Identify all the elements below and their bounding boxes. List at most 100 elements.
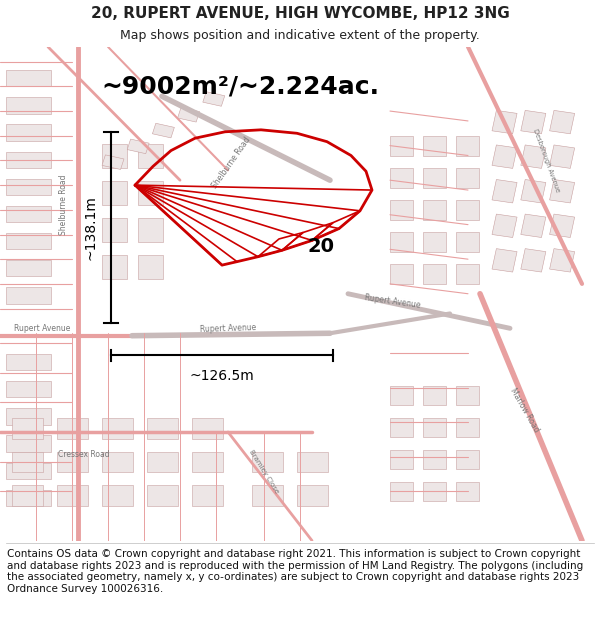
Bar <box>192 486 223 506</box>
Bar <box>550 249 575 272</box>
Bar <box>456 418 479 437</box>
Bar <box>6 381 51 398</box>
Bar <box>390 264 413 284</box>
Bar <box>423 168 446 187</box>
Bar <box>6 408 51 424</box>
Text: Shelburne Road: Shelburne Road <box>59 174 67 235</box>
Bar <box>297 486 328 506</box>
Bar <box>203 92 225 106</box>
Bar <box>252 486 283 506</box>
Bar <box>102 486 133 506</box>
Bar <box>252 452 283 472</box>
Bar <box>456 200 479 219</box>
Text: Cressex Road: Cressex Road <box>58 450 110 459</box>
Bar <box>6 179 51 195</box>
Bar <box>492 249 517 272</box>
Text: ~126.5m: ~126.5m <box>190 369 254 383</box>
Bar <box>423 418 446 437</box>
Bar <box>456 136 479 156</box>
Bar <box>492 145 517 168</box>
Text: Rupert Avenue: Rupert Avenue <box>14 324 70 332</box>
Bar <box>423 232 446 252</box>
Bar <box>550 145 575 168</box>
Text: Bramley Close: Bramley Close <box>248 449 280 494</box>
Bar <box>550 179 575 203</box>
Bar <box>147 486 178 506</box>
Bar <box>192 452 223 472</box>
Bar <box>12 486 43 506</box>
Bar <box>550 111 575 134</box>
Bar <box>390 136 413 156</box>
Text: 20, RUPERT AVENUE, HIGH WYCOMBE, HP12 3NG: 20, RUPERT AVENUE, HIGH WYCOMBE, HP12 3N… <box>91 6 509 21</box>
Bar <box>6 490 51 506</box>
Bar <box>390 168 413 187</box>
Bar <box>456 264 479 284</box>
Bar <box>102 181 127 205</box>
Text: 20: 20 <box>308 238 335 256</box>
Bar <box>152 123 175 138</box>
Bar <box>423 386 446 405</box>
Bar <box>12 418 43 439</box>
Bar <box>6 354 51 370</box>
Bar <box>192 418 223 439</box>
Bar <box>423 482 446 501</box>
Bar <box>147 418 178 439</box>
Bar <box>6 436 51 452</box>
Bar <box>6 98 51 114</box>
Bar <box>423 136 446 156</box>
Bar <box>423 200 446 219</box>
Text: ~138.1m: ~138.1m <box>84 195 98 260</box>
Bar <box>12 452 43 472</box>
Text: Rupert Avenue: Rupert Avenue <box>364 292 422 309</box>
Bar <box>390 386 413 405</box>
Bar <box>521 145 546 168</box>
Bar <box>521 249 546 272</box>
Bar <box>390 482 413 501</box>
Bar <box>456 232 479 252</box>
Bar <box>6 70 51 86</box>
Bar <box>492 111 517 134</box>
Bar <box>102 418 133 439</box>
Bar <box>521 214 546 238</box>
Bar <box>6 233 51 249</box>
Bar <box>57 486 88 506</box>
Bar <box>102 144 127 168</box>
Bar <box>456 450 479 469</box>
Bar <box>6 260 51 276</box>
Bar <box>138 181 163 205</box>
Bar <box>492 214 517 238</box>
Bar <box>138 255 163 279</box>
Bar <box>550 214 575 238</box>
Bar <box>178 107 200 122</box>
Bar <box>521 179 546 203</box>
Text: Desborough Avenue: Desborough Avenue <box>532 128 560 193</box>
Text: Map shows position and indicative extent of the property.: Map shows position and indicative extent… <box>120 29 480 42</box>
Bar <box>102 218 127 242</box>
Text: Contains OS data © Crown copyright and database right 2021. This information is : Contains OS data © Crown copyright and d… <box>7 549 583 594</box>
Bar <box>102 255 127 279</box>
Bar <box>57 418 88 439</box>
Bar <box>6 462 51 479</box>
Bar <box>147 452 178 472</box>
Bar <box>456 482 479 501</box>
Bar <box>138 218 163 242</box>
Bar <box>390 418 413 437</box>
Bar <box>297 452 328 472</box>
Bar <box>390 450 413 469</box>
Text: Marlow Road: Marlow Road <box>509 386 541 433</box>
Bar <box>6 151 51 168</box>
Bar <box>521 111 546 134</box>
Bar <box>102 452 133 472</box>
Bar <box>6 124 51 141</box>
Bar <box>423 264 446 284</box>
Bar <box>492 179 517 203</box>
Bar <box>456 168 479 187</box>
Text: Rupert Avenue: Rupert Avenue <box>200 323 256 334</box>
Bar <box>57 452 88 472</box>
Text: ~9002m²/~2.224ac.: ~9002m²/~2.224ac. <box>101 74 379 98</box>
Text: Shelburne Road: Shelburne Road <box>210 136 252 190</box>
Bar <box>102 155 124 169</box>
Bar <box>138 144 163 168</box>
Bar <box>423 450 446 469</box>
Bar <box>6 206 51 222</box>
